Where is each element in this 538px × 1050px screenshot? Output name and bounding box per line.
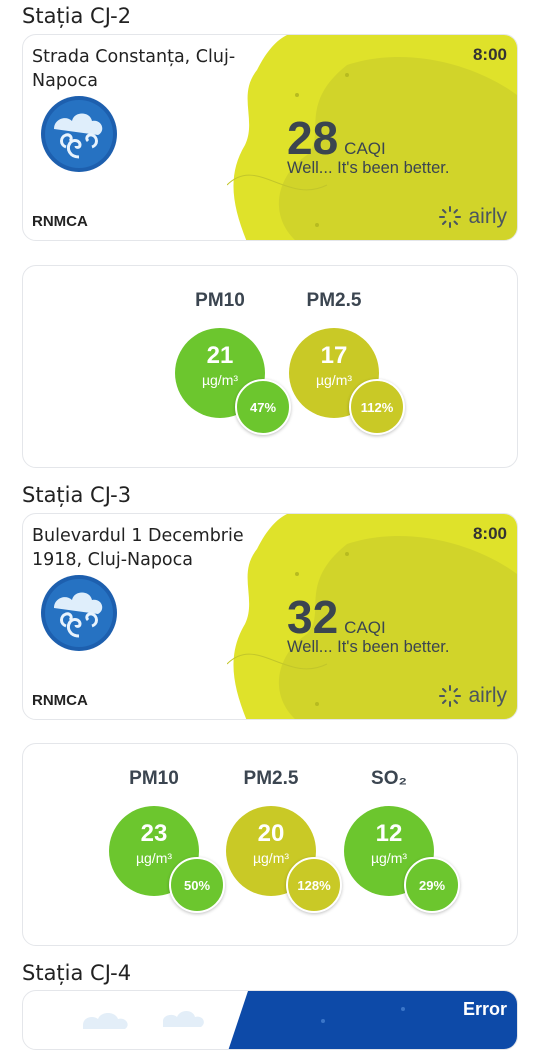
pollutants-card: PM10 23 µg/m³ 50% PM2.5 20 µg/m³ 128% SO… bbox=[22, 743, 518, 946]
caqi-index: 28 CAQI Well... It's been better. bbox=[287, 111, 449, 178]
caqi-message: Well... It's been better. bbox=[287, 159, 450, 177]
pollutant-unit: µg/m³ bbox=[370, 850, 408, 866]
airly-label: airly bbox=[468, 684, 507, 707]
pollutant-value: 23 bbox=[140, 820, 168, 847]
airly-brand: airly bbox=[438, 205, 507, 229]
pollutant-percent-badge: 50% bbox=[169, 857, 225, 913]
caqi-index: 32 CAQI Well... It's been better. bbox=[287, 590, 449, 657]
pollutant-pm25[interactable]: PM2.5 20 µg/m³ 128% bbox=[206, 744, 342, 944]
data-source: RNMCA bbox=[32, 692, 88, 709]
caqi-message: Well... It's been better. bbox=[287, 638, 450, 656]
error-background bbox=[83, 991, 517, 1049]
airly-brand: airly bbox=[438, 684, 507, 708]
measurement-time: 8:00 bbox=[472, 524, 507, 543]
pollutant-label: PM2.5 bbox=[243, 768, 299, 789]
pollutant-unit: µg/m³ bbox=[135, 850, 173, 866]
pollutant-pm10[interactable]: PM10 23 µg/m³ 50% bbox=[89, 744, 225, 944]
station-address: Strada Constanța, Cluj-Napoca bbox=[32, 47, 236, 91]
pollutant-so2[interactable]: SO₂ 12 µg/m³ 29% bbox=[324, 744, 460, 944]
airly-logo-icon bbox=[439, 685, 462, 707]
pollutant-label: PM2.5 bbox=[306, 290, 362, 311]
pollutant-label: PM10 bbox=[129, 768, 179, 789]
pollutant-value: 12 bbox=[375, 820, 403, 847]
pollutant-unit: µg/m³ bbox=[315, 372, 353, 388]
measurement-time: 8:00 bbox=[472, 45, 507, 64]
pollutant-label: PM10 bbox=[195, 290, 245, 311]
pollutant-value: 17 bbox=[320, 342, 348, 369]
pollutant-percent-badge: 47% bbox=[235, 379, 291, 435]
pollutants-card: PM10 21 µg/m³ 47% PM2.5 17 µg/m³ 112% bbox=[22, 265, 518, 468]
station-title: Stația CJ-2 bbox=[22, 4, 132, 28]
pollutant-label: SO₂ bbox=[371, 768, 407, 789]
caqi-unit: CAQI bbox=[344, 618, 386, 637]
air-quality-card[interactable]: Strada Constanța, Cluj-Napoca 8:00 RNMCA… bbox=[22, 34, 518, 241]
rnmca-logo bbox=[41, 575, 117, 651]
station-address: Bulevardul 1 Decembrie 1918, Cluj-Napoca bbox=[32, 526, 244, 570]
caqi-value: 32 bbox=[287, 591, 339, 643]
data-source: RNMCA bbox=[32, 213, 88, 230]
pollutant-percent-badge: 112% bbox=[349, 379, 405, 435]
pollutant-pm25[interactable]: PM2.5 17 µg/m³ 112% bbox=[269, 266, 405, 466]
caqi-background-blob bbox=[227, 514, 517, 719]
airly-logo-icon bbox=[439, 206, 462, 228]
caqi-background-blob bbox=[227, 35, 517, 240]
pollutant-percent-badge: 29% bbox=[404, 857, 460, 913]
station-title: Stația CJ-3 bbox=[22, 483, 132, 507]
caqi-value: 28 bbox=[287, 112, 339, 164]
pollutant-unit: µg/m³ bbox=[252, 850, 290, 866]
pollutant-value: 20 bbox=[257, 820, 285, 847]
pollutant-value: 21 bbox=[206, 342, 234, 369]
rnmca-logo bbox=[41, 96, 117, 172]
station-title: Stația CJ-4 bbox=[22, 961, 132, 985]
pollutant-pm10[interactable]: PM10 21 µg/m³ 47% bbox=[155, 266, 291, 466]
airly-label: airly bbox=[468, 205, 507, 228]
error-label: Error bbox=[462, 999, 507, 1019]
pollutant-unit: µg/m³ bbox=[201, 372, 239, 388]
pollutant-percent-badge: 128% bbox=[286, 857, 342, 913]
caqi-unit: CAQI bbox=[344, 139, 386, 158]
air-quality-card-error[interactable]: Error bbox=[22, 990, 518, 1050]
air-quality-card[interactable]: Bulevardul 1 Decembrie 1918, Cluj-Napoca… bbox=[22, 513, 518, 720]
